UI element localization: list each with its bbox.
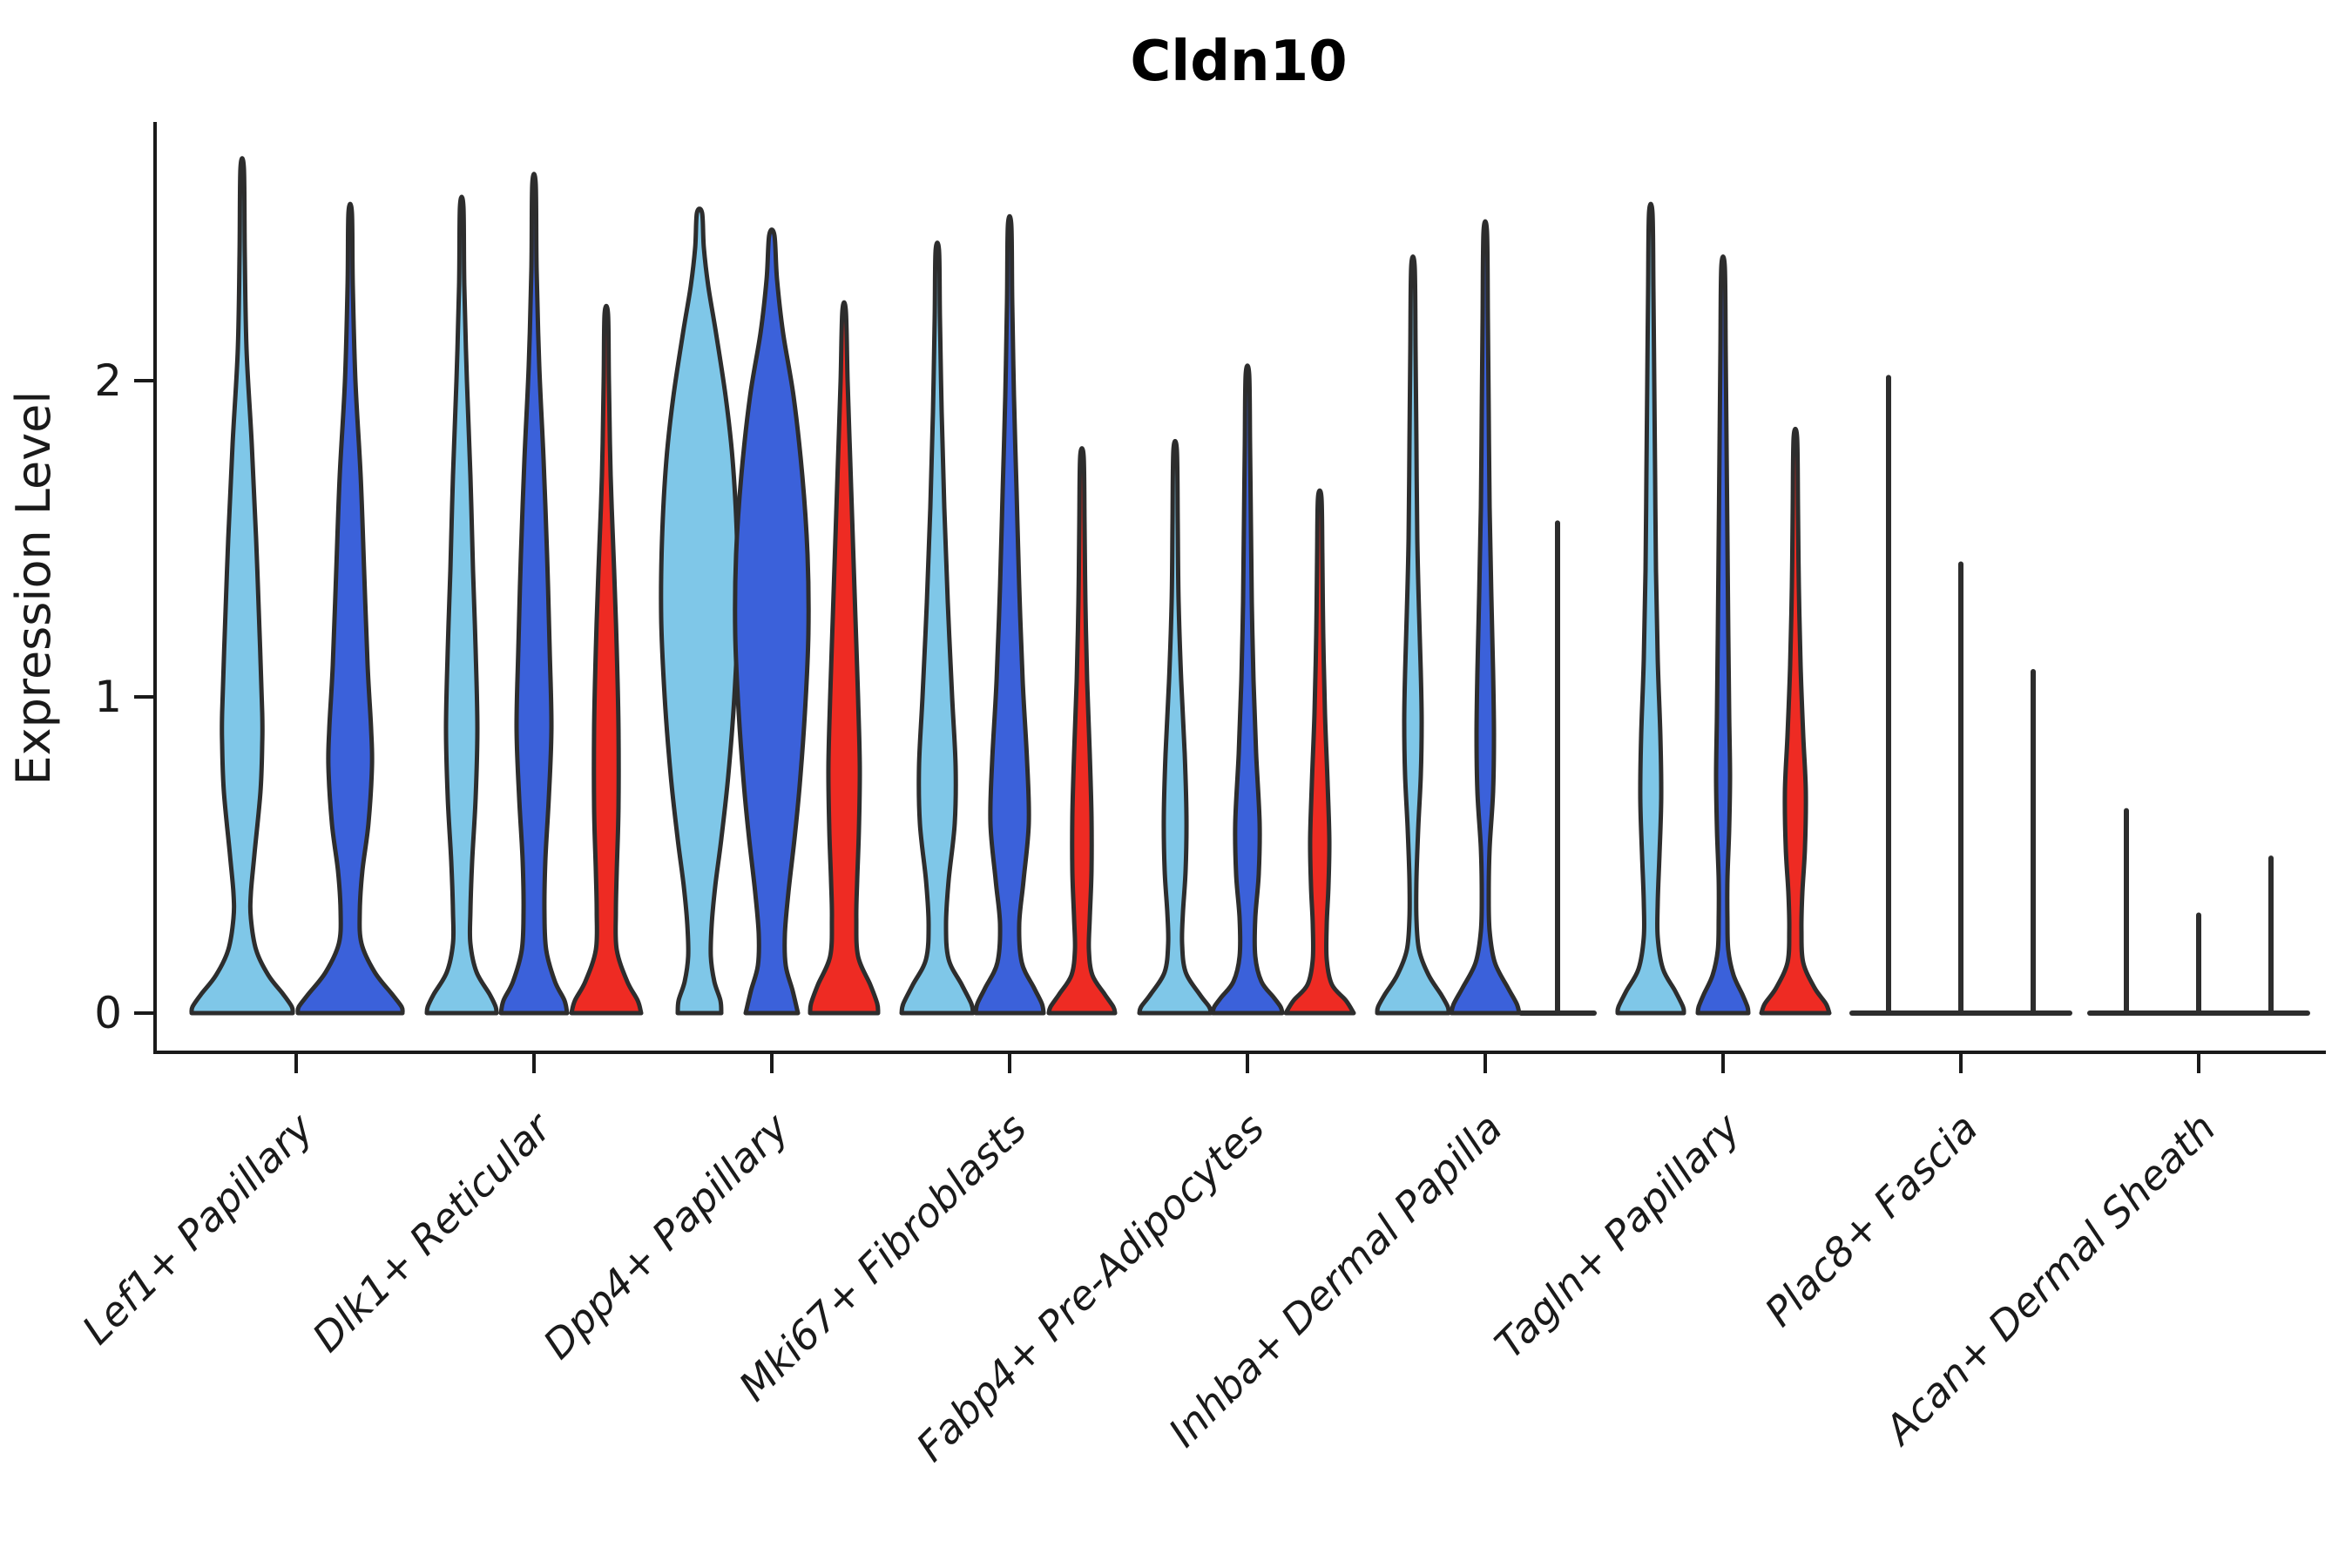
violin-dark_blue: [295, 201, 405, 1016]
violin-series: [189, 156, 2310, 1016]
violin-light_blue: [424, 194, 499, 1016]
violin-group: [2087, 808, 2310, 1016]
x-tick-label: Dpp4+ Papillary: [534, 1104, 798, 1368]
violin-red: [1046, 446, 1118, 1016]
violin-group: [659, 206, 881, 1016]
y-tick-label: 1: [94, 672, 122, 722]
violin-dark_blue: [733, 227, 811, 1016]
x-tick-label: Plac8+ Fascia: [1755, 1105, 1986, 1335]
violin-dark_blue: [1695, 254, 1751, 1016]
violin-group: [1137, 363, 1356, 1016]
y-tick-label: 0: [94, 988, 122, 1038]
violin-group: [1849, 375, 2072, 1016]
x-tick-label: Dlk1+ Reticular: [303, 1102, 562, 1361]
violin-group: [189, 156, 405, 1016]
violin-dark_blue: [1449, 219, 1522, 1016]
x-tick-label: Tagln+ Papillary: [1485, 1104, 1749, 1368]
violin-group: [424, 172, 644, 1016]
violin-red: [569, 303, 644, 1016]
y-tick-label: 2: [94, 355, 122, 406]
violin-group: [1615, 201, 1832, 1016]
violin-light_blue: [899, 240, 976, 1016]
y-axis-label: Expression Level: [6, 391, 61, 786]
violin-light_blue: [1615, 201, 1686, 1016]
x-tick-label: Lef1+ Papillary: [73, 1104, 322, 1353]
violin-light_blue: [1137, 438, 1213, 1016]
violin-red: [1283, 488, 1356, 1016]
violin-red: [1759, 426, 1832, 1016]
plot-title: Cldn10: [1130, 30, 1347, 94]
y-axis-ticks: 0 1 2: [94, 355, 155, 1038]
violin-red: [808, 300, 881, 1016]
violin-dark_blue: [1210, 363, 1285, 1016]
violin-light_blue: [659, 206, 740, 1016]
violin-light_blue: [189, 156, 295, 1016]
violin-dark_blue: [498, 172, 570, 1016]
violin-group: [899, 213, 1118, 1016]
violin-group: [1375, 219, 1597, 1016]
violin-light_blue: [1375, 254, 1451, 1016]
violin-dark_blue: [973, 213, 1046, 1016]
